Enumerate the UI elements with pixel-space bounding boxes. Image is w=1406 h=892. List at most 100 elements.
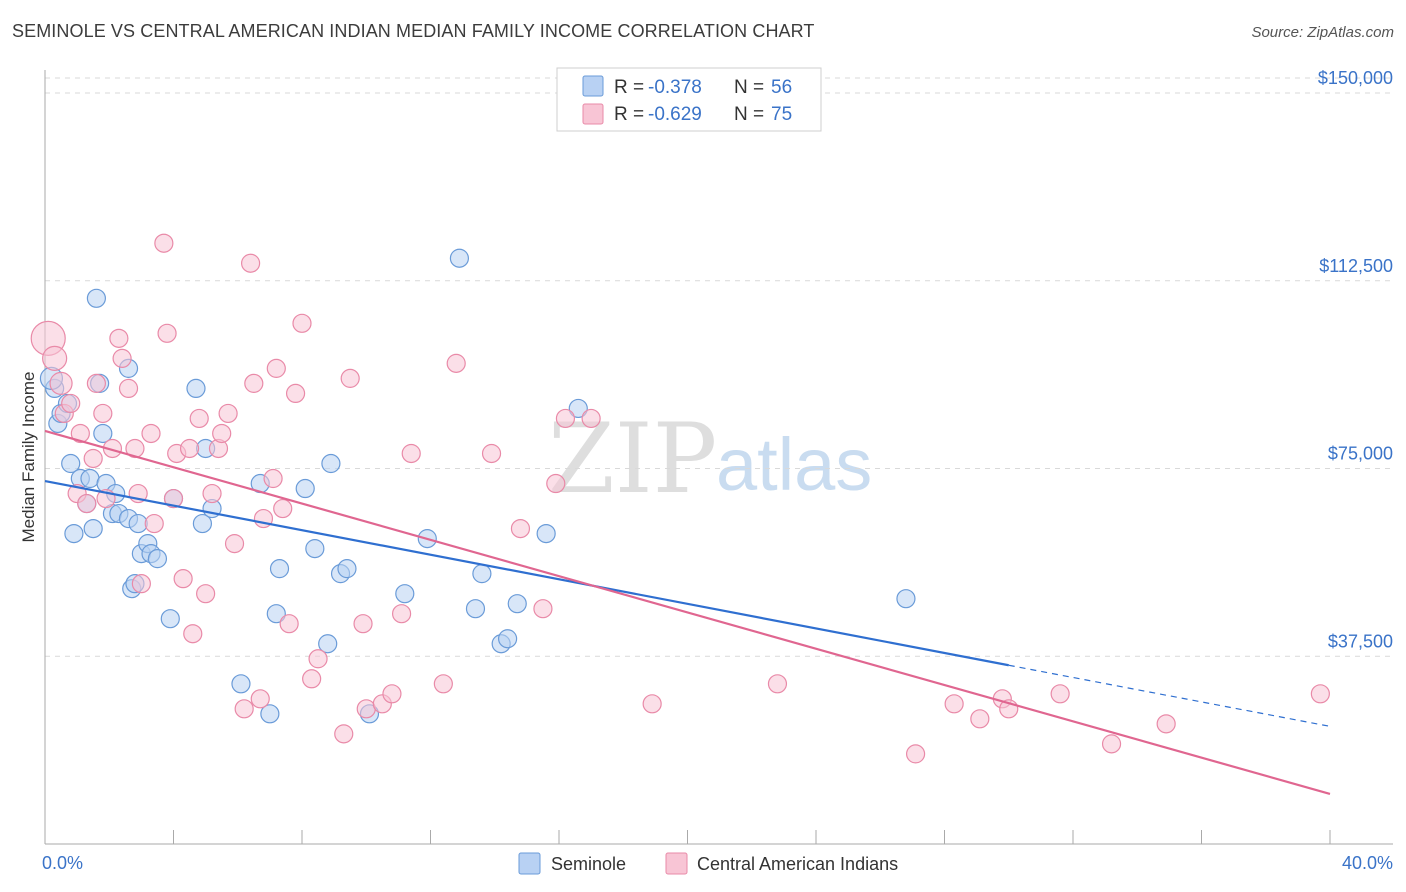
seminole-point-44 — [395, 584, 415, 604]
cai-point-60 — [533, 599, 553, 619]
cai-point-57 — [446, 353, 466, 373]
y-tick-label-3: $150,000 — [1318, 68, 1393, 88]
cai-point-33 — [218, 403, 238, 424]
cai-point-6 — [70, 423, 90, 444]
cai-point-13 — [109, 328, 129, 348]
cai-point-50 — [353, 614, 373, 634]
cai-point-45 — [292, 313, 312, 333]
cai-point-66 — [905, 744, 926, 764]
seminole-point-54 — [896, 589, 916, 609]
cai-point-9 — [86, 373, 107, 393]
seminole-point-12 — [93, 423, 113, 444]
cai-point-30 — [202, 483, 222, 504]
cai-point-22 — [157, 323, 177, 343]
legend-cai-label: Central American Indians — [697, 854, 898, 874]
cai-point-36 — [241, 253, 261, 273]
seminole-point-47 — [465, 599, 486, 619]
cai-point-63 — [581, 408, 601, 429]
stats-seminole-n-label: N = — [734, 77, 764, 98]
stats-seminole-r-label: R = — [614, 77, 644, 98]
seminole-point-32 — [231, 674, 251, 694]
seminole-point-5 — [64, 523, 84, 544]
legend-cai-swatch — [665, 852, 688, 875]
cai-point-23 — [163, 488, 184, 509]
cai-point-1 — [42, 345, 68, 371]
stats-seminole-r-value: -0.378 — [648, 77, 702, 98]
cai-point-4 — [61, 393, 81, 414]
cai-point-14 — [112, 348, 132, 368]
cai-point-2 — [49, 371, 73, 395]
seminole-point-20 — [128, 513, 148, 534]
watermark-atlas: atlas — [716, 423, 872, 506]
cai-point-67 — [944, 694, 964, 714]
cai-point-51 — [356, 699, 376, 719]
chart-title: SEMINOLE VS CENTRAL AMERICAN INDIAN MEDI… — [12, 21, 815, 41]
trend-lines — [44, 429, 1331, 795]
x-axis-ticks — [44, 830, 1331, 844]
cai-trend-line — [44, 429, 1331, 795]
stats-cai-n-label: N = — [734, 104, 764, 125]
cai-point-8 — [83, 448, 103, 469]
cai-point-61 — [546, 473, 566, 494]
seminole-point-51 — [507, 594, 527, 614]
seminole-point-24 — [147, 549, 168, 569]
seminole-point-40 — [321, 453, 341, 474]
cai-point-37 — [244, 373, 264, 393]
seminole-point-50 — [498, 629, 518, 649]
seminole-point-37 — [295, 478, 315, 499]
source-label: Source: ZipAtlas.com — [1251, 24, 1394, 41]
stats-cai-r-label: R = — [614, 104, 644, 125]
cai-point-55 — [401, 443, 421, 464]
gridlines — [45, 77, 1393, 657]
seminole-point-28 — [186, 378, 206, 399]
seminole-point-46 — [449, 248, 470, 268]
cai-point-68 — [970, 709, 990, 729]
cai-point-56 — [433, 674, 453, 694]
y-axis-label: Median Family Income — [19, 371, 38, 542]
stats-seminole-n-value: 56 — [771, 77, 792, 98]
cai-point-43 — [279, 614, 299, 634]
seminole-point-10 — [86, 288, 107, 308]
x-tick-label-min: 0.0% — [42, 853, 83, 873]
cai-point-27 — [183, 624, 203, 644]
cai-point-34 — [224, 534, 245, 554]
legend-seminole-swatch — [518, 852, 541, 875]
cai-point-46 — [302, 669, 322, 689]
cai-point-28 — [189, 408, 209, 429]
legend-seminole-label: Seminole — [551, 854, 626, 874]
y-tick-label-1: $75,000 — [1328, 444, 1393, 464]
stats-box: R = -0.378 N = 56 R = -0.629 N = 75 — [556, 67, 822, 132]
cai-point-38 — [250, 689, 270, 709]
seminole-trend-line — [44, 479, 1009, 667]
stats-cai-n-value: 75 — [771, 104, 792, 125]
stats-cai-swatch — [582, 103, 604, 125]
cai-point-21 — [154, 233, 174, 253]
cai-point-53 — [382, 684, 402, 704]
watermark-zip: ZIP — [548, 403, 717, 515]
cai-points — [30, 233, 1330, 764]
seminole-point-53 — [568, 398, 588, 419]
cai-point-44 — [285, 383, 306, 404]
cai-point-58 — [481, 443, 502, 464]
x-tick-label-max: 40.0% — [1342, 853, 1393, 873]
seminole-point-42 — [337, 559, 357, 579]
cai-point-71 — [1050, 684, 1070, 704]
cai-point-47 — [308, 649, 328, 669]
y-tick-labels: $37,500 $75,000 $112,500 $150,000 — [1318, 68, 1393, 651]
cai-point-54 — [391, 604, 412, 624]
seminole-point-4 — [61, 453, 81, 474]
cai-point-65 — [767, 674, 788, 694]
cai-point-74 — [1310, 684, 1330, 704]
seminole-point-48 — [472, 564, 492, 584]
cai-point-19 — [141, 423, 161, 444]
cai-point-35 — [234, 699, 254, 719]
cai-point-62 — [555, 408, 576, 429]
cai-point-73 — [1156, 714, 1176, 734]
seminole-point-39 — [318, 634, 338, 654]
cai-point-42 — [273, 498, 293, 519]
cai-point-25 — [173, 569, 193, 589]
cai-point-10 — [93, 403, 113, 424]
stats-cai-r-value: -0.629 — [648, 104, 702, 125]
y-tick-label-0: $37,500 — [1328, 631, 1393, 651]
